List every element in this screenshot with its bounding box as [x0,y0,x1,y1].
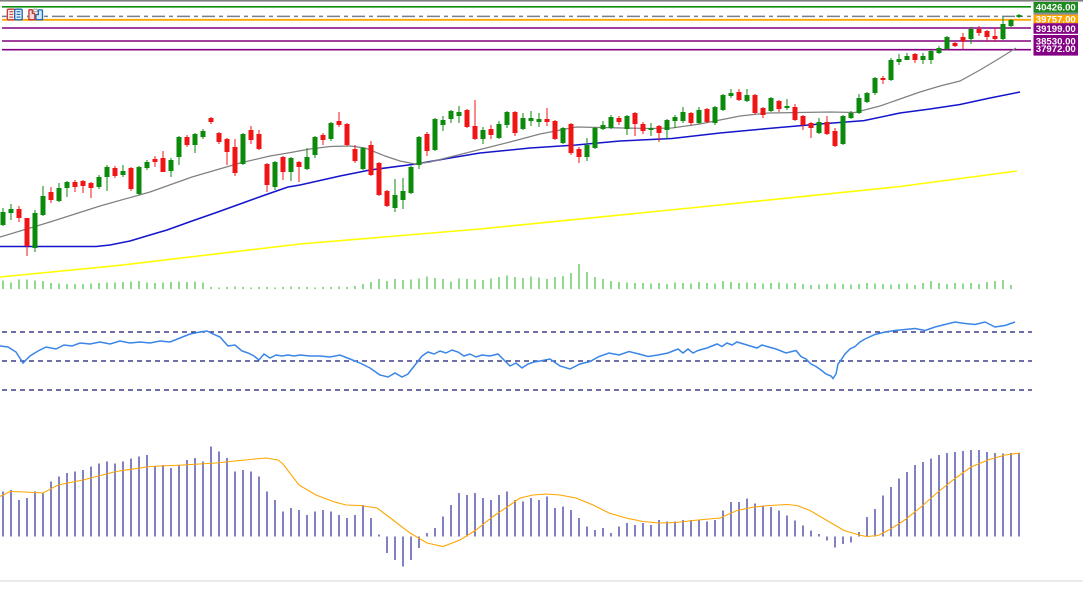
svg-text:39199.00: 39199.00 [1036,24,1076,35]
svg-text:38530.00: 38530.00 [1036,37,1076,48]
svg-text:39757.00: 39757.00 [1036,14,1076,25]
svg-text:37972.00: 37972.00 [1036,44,1076,55]
svg-text:40426.00: 40426.00 [1036,3,1076,14]
